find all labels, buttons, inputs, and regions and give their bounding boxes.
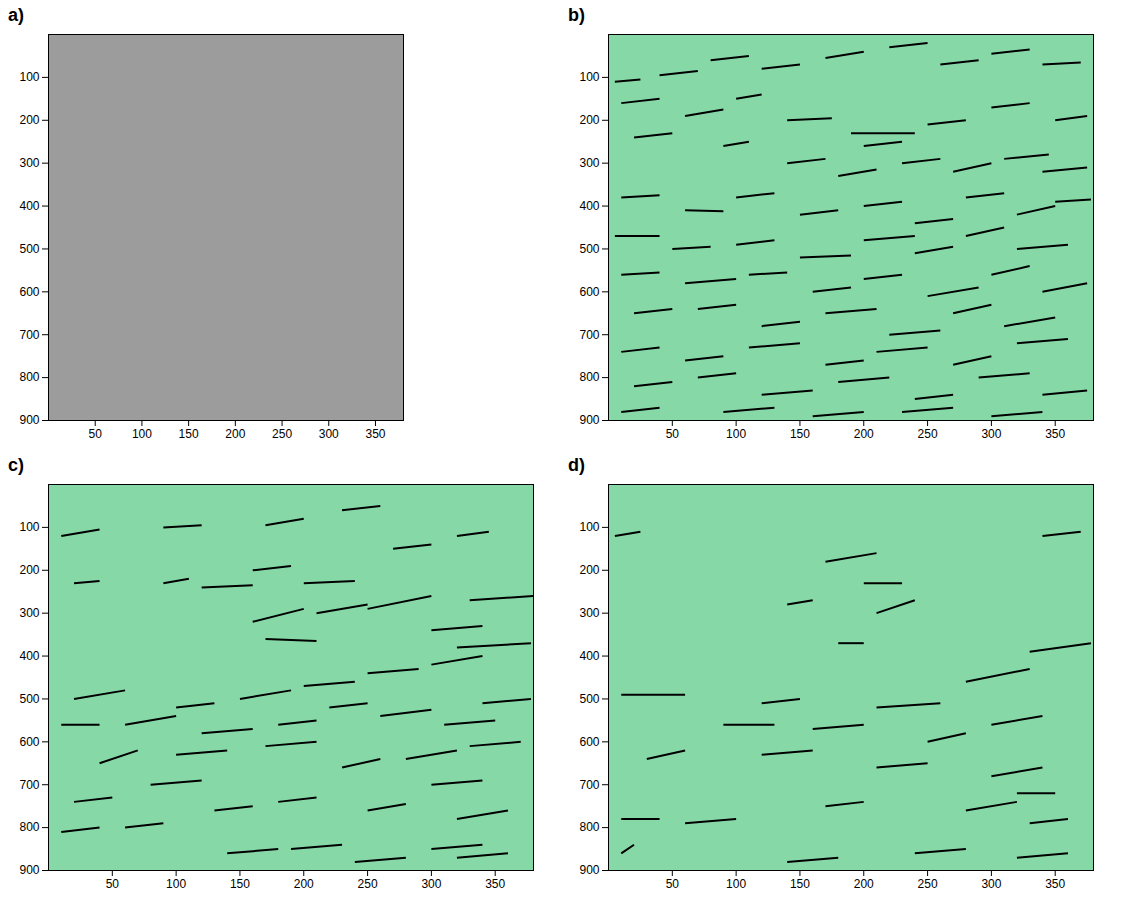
svg-text:100: 100 [166, 877, 186, 891]
svg-text:300: 300 [319, 427, 339, 441]
svg-text:600: 600 [19, 285, 39, 299]
html-text:c): c) [8, 455, 24, 475]
svg-text:900: 900 [19, 863, 39, 877]
html-text:a): a) [8, 5, 24, 25]
svg-text:150: 150 [179, 427, 199, 441]
svg-text:900: 900 [19, 413, 39, 427]
svg-text:300: 300 [19, 606, 39, 620]
svg-text:500: 500 [19, 692, 39, 706]
svg-text:50: 50 [89, 427, 103, 441]
svg-text:100: 100 [579, 70, 599, 84]
svg-text:50: 50 [106, 877, 120, 891]
svg-text:100: 100 [726, 877, 746, 891]
svg-text:600: 600 [19, 735, 39, 749]
svg-text:350: 350 [365, 427, 385, 441]
svg-text:700: 700 [579, 328, 599, 342]
svg-text:500: 500 [579, 692, 599, 706]
svg-text:400: 400 [19, 649, 39, 663]
svg-text:200: 200 [19, 113, 39, 127]
svg-text:700: 700 [19, 778, 39, 792]
svg-text:250: 250 [918, 427, 938, 441]
svg-text:150: 150 [790, 877, 810, 891]
svg-text:200: 200 [854, 427, 874, 441]
svg-text:700: 700 [19, 328, 39, 342]
svg-text:200: 200 [854, 877, 874, 891]
svg-text:150: 150 [790, 427, 810, 441]
svg-text:400: 400 [579, 649, 599, 663]
svg-text:400: 400 [19, 199, 39, 213]
svg-text:500: 500 [19, 242, 39, 256]
svg-text:300: 300 [421, 877, 441, 891]
svg-text:900: 900 [579, 863, 599, 877]
svg-text:50: 50 [666, 877, 680, 891]
svg-text:200: 200 [294, 877, 314, 891]
svg-text:800: 800 [19, 820, 39, 834]
svg-text:200: 200 [579, 563, 599, 577]
svg-text:250: 250 [272, 427, 292, 441]
svg-text:600: 600 [579, 285, 599, 299]
html-text:d): d) [568, 455, 585, 475]
svg-text:150: 150 [230, 877, 250, 891]
svg-text:300: 300 [981, 427, 1001, 441]
svg-text:200: 200 [579, 113, 599, 127]
svg-text:100: 100 [19, 520, 39, 534]
svg-text:100: 100 [19, 70, 39, 84]
svg-text:350: 350 [485, 877, 505, 891]
svg-text:100: 100 [579, 520, 599, 534]
svg-text:300: 300 [579, 606, 599, 620]
svg-text:700: 700 [579, 778, 599, 792]
svg-text:300: 300 [981, 877, 1001, 891]
svg-text:800: 800 [579, 820, 599, 834]
svg-text:600: 600 [579, 735, 599, 749]
svg-text:250: 250 [358, 877, 378, 891]
svg-text:300: 300 [19, 156, 39, 170]
svg-text:350: 350 [1045, 877, 1065, 891]
svg-text:800: 800 [19, 370, 39, 384]
svg-text:200: 200 [19, 563, 39, 577]
svg-text:100: 100 [132, 427, 152, 441]
svg-text:500: 500 [579, 242, 599, 256]
svg-text:200: 200 [225, 427, 245, 441]
svg-text:50: 50 [666, 427, 680, 441]
html-text:b): b) [568, 5, 585, 25]
svg-text:900: 900 [579, 413, 599, 427]
svg-text:300: 300 [579, 156, 599, 170]
svg-text:250: 250 [918, 877, 938, 891]
svg-text:350: 350 [1045, 427, 1065, 441]
svg-text:400: 400 [579, 199, 599, 213]
svg-text:100: 100 [726, 427, 746, 441]
svg-text:800: 800 [579, 370, 599, 384]
